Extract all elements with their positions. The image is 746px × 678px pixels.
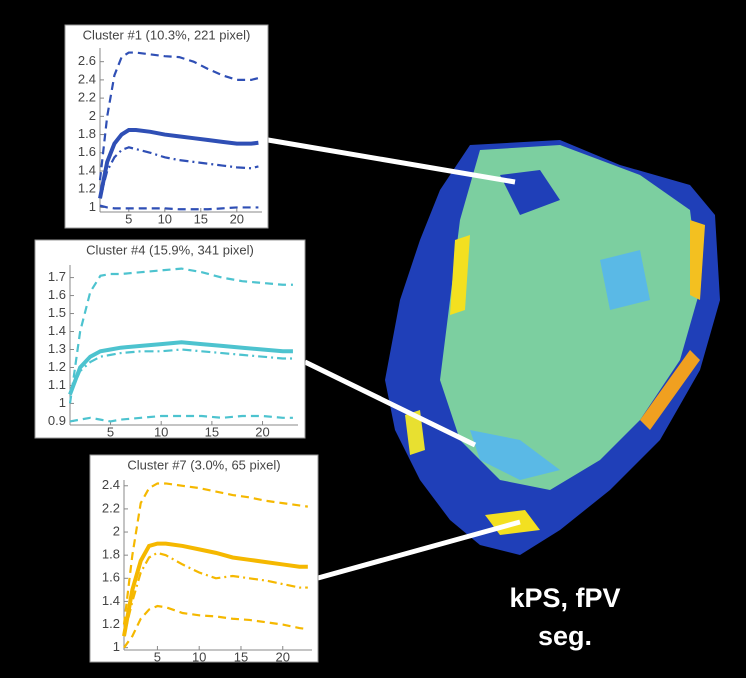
x-tick-label: 5 [107,424,114,439]
y-tick-label: 1.1 [48,377,66,392]
y-tick-label: 1.4 [78,162,96,177]
connector [267,137,516,185]
y-tick-label: 1.8 [78,126,96,141]
series-line [68,348,293,395]
y-tick-label: 1.4 [48,323,66,338]
y-tick-label: 1.6 [78,144,96,159]
y-tick-label: 1.2 [48,359,66,374]
map-region [440,145,700,490]
x-tick-label: 20 [255,424,269,439]
y-tick-label: 1 [59,395,66,410]
map-patch [470,430,560,480]
y-tick-label: 1 [89,199,96,214]
y-tick-label: 0.9 [48,413,66,428]
y-tick-label: 1.4 [102,593,120,608]
x-tick-label: 10 [154,424,168,439]
series-line [98,128,259,199]
map-patch [690,220,705,300]
x-tick-label: 10 [192,649,206,664]
x-tick-label: 10 [158,211,172,226]
series-line [68,267,293,404]
y-tick-label: 1.8 [102,547,120,562]
x-tick-label: 15 [205,424,219,439]
y-tick-label: 2.2 [78,90,96,105]
chart: Cluster #7 (3.0%, 65 pixel) 1 1.2 1.4 1.6 1.8… [89,454,319,664]
y-tick-label: 1.7 [48,269,66,284]
y-tick-label: 1.2 [102,616,120,631]
series-line [122,551,308,637]
connectors [267,137,521,581]
map-label: seg. [538,621,592,651]
y-tick-label: 1.6 [102,570,120,585]
y-tick-label: 1 [113,639,120,654]
y-tick-label: 1.6 [48,287,66,302]
map-patch [450,235,470,315]
series-line [68,340,293,396]
y-tick-label: 1.5 [48,305,66,320]
x-tick-label: 5 [125,211,132,226]
chart-title: Cluster #4 (15.9%, 341 pixel) [86,242,254,257]
segmentation-map [385,140,720,555]
chart-title: Cluster #7 (3.0%, 65 pixel) [127,457,280,472]
y-tick-label: 2 [113,523,120,538]
series-line [98,146,259,199]
y-tick-label: 2.6 [78,53,96,68]
series-line [123,604,308,649]
y-tick-label: 2 [89,108,96,123]
x-tick-label: 20 [230,211,244,226]
series-line [69,414,293,423]
x-tick-label: 5 [154,649,161,664]
series-line [122,541,308,637]
chart: Cluster #1 (10.3%, 221 pixel) 1 1.2 1.4 1.6 1… [64,24,269,229]
x-tick-label: 15 [234,649,248,664]
chart-title: Cluster #1 (10.3%, 221 pixel) [83,27,251,42]
y-tick-label: 2.4 [102,477,120,492]
map-label: kPS, fPV [509,583,620,613]
series-line [98,51,259,181]
map-patch [640,350,700,430]
map-patch [600,250,650,310]
connector [303,359,477,448]
connector [317,519,521,581]
x-tick-label: 15 [194,211,208,226]
chart: Cluster #4 (15.9%, 341 pixel) 0.9 1 1.1 1.2 1… [34,239,306,439]
y-tick-label: 2.2 [102,500,120,515]
map-patch [405,410,425,455]
series-line [99,204,259,211]
chart-frame [64,24,269,229]
x-tick-label: 20 [276,649,290,664]
y-tick-label: 1.3 [48,341,66,356]
y-tick-label: 1.2 [78,181,96,196]
y-tick-label: 2.4 [78,71,96,86]
